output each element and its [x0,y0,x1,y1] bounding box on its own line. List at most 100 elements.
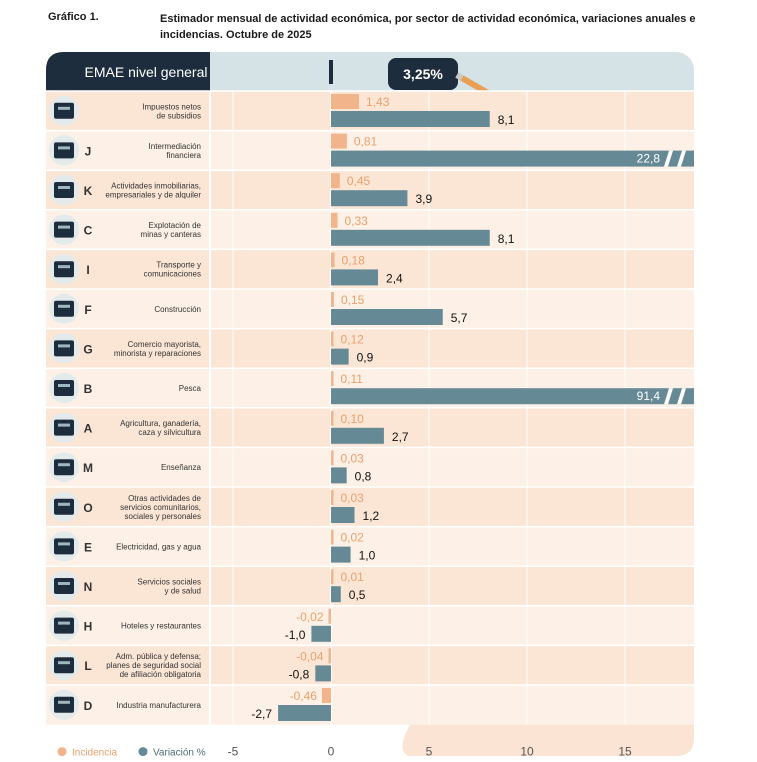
icon-glyph [54,657,74,674]
headline-badge [388,58,458,90]
sector-name: Actividades inmobiliarias, [111,182,201,191]
headline-marker [329,60,333,84]
icon-detail [58,700,70,704]
incidence-bar [331,450,334,466]
fishing-icon [49,373,79,403]
x-tick-label: 5 [426,745,433,759]
sector-name: y de salud [165,587,201,596]
icon-glyph [54,498,74,515]
incidence-bar [331,133,347,149]
icon-glyph [54,419,74,436]
sector-name: empresariales y de alquiler [105,191,201,200]
variation-label: 2,7 [392,430,409,444]
x-tick-label: 0 [328,745,335,759]
legend-label-variacion: Variación % [153,748,206,759]
variation-bar [315,665,331,682]
figure-title: Estimador mensual de actividad económica… [160,13,696,41]
sector-name: Comercio mayorista, [128,340,201,349]
icon-detail [58,542,70,546]
incidence-label: 0,81 [354,135,378,149]
x-tick-label: -5 [228,745,239,759]
incidence-label: 0,18 [342,253,366,267]
icon-glyph [54,538,74,555]
incidence-label: 0,03 [341,451,365,465]
tax-icon [49,95,79,126]
icon-glyph [54,380,74,396]
incidence-label: -0,46 [290,689,318,703]
icon-detail [58,344,70,348]
break-mark [677,388,686,405]
sector-code: N [84,580,93,594]
agriculture-icon [49,412,79,443]
variation-label: 1,0 [359,549,376,563]
x-tick-label: 10 [520,745,534,759]
variation-label: 0,5 [349,588,366,602]
sector-name: sociales y personales [125,512,201,521]
break-mark [664,388,673,405]
sector-name: Adm. pública y defensa; [116,652,201,661]
sector-code: B [84,382,93,396]
incidence-label: 1,43 [366,95,390,109]
sector-name: Pesca [179,384,202,393]
variation-bar [331,586,341,603]
sector-code: O [83,501,92,515]
sector-name: Impuestos netos [142,102,201,111]
icon-detail [58,502,70,506]
sector-name: Otras actividades de [128,494,201,503]
sector-name: comunicaciones [144,270,201,279]
hotel-icon [49,610,79,641]
icon-glyph [54,578,74,594]
incidence-label: 0,02 [341,531,365,545]
incidence-bar [328,648,331,664]
sector-name: Servicios sociales [137,578,201,587]
sector-name: caza y silvicultura [138,428,201,437]
sector-name: minorista y reparaciones [114,349,201,358]
variation-bar [331,229,490,246]
icon-detail [58,225,70,229]
variation-bar [331,507,355,523]
incidence-label: 0,33 [344,214,368,228]
incidence-bar [331,292,334,307]
sector-code: F [84,303,91,317]
icon-glyph [54,102,74,119]
row-band [46,328,694,369]
real-estate-icon [49,175,79,205]
sector-name: Explotación de [149,221,202,230]
incidence-label: 0,03 [341,491,365,505]
variation-bar [331,150,694,167]
transport-icon [49,254,79,285]
legend-area [46,724,410,756]
variation-bar [331,111,490,127]
sector-code: I [86,263,89,277]
variation-bar [311,625,331,642]
pencil-eraser [455,72,464,81]
commerce-icon [49,333,79,364]
variation-bar [331,546,351,563]
incidence-label: 0,15 [341,293,365,307]
header-title-block [46,52,210,91]
figure-number: Gráfico 1. [48,11,99,23]
incidence-label: 0,11 [341,372,364,386]
row-band [46,645,694,685]
community-services-icon [49,491,79,522]
incidence-bar [321,688,331,703]
health-icon [49,571,79,601]
incidence-bar [331,410,334,426]
incidence-bar [331,490,334,505]
icon-detail [58,146,70,150]
sector-code: E [84,540,92,554]
icon-glyph [54,221,74,238]
incidence-bar [328,608,331,624]
sector-name: Industria manufacturera [117,701,202,710]
sector-name: planes de seguridad social [106,661,201,670]
sector-name: Electricidad, gas y agua [116,542,201,551]
mining-icon [49,214,79,245]
government-icon [49,650,79,681]
icon-glyph [54,142,74,159]
education-icon [49,452,79,483]
incidence-bar [331,173,340,189]
sector-name: Hoteles y restaurantes [121,622,201,631]
variation-label: 2,4 [386,271,403,285]
incidence-label: 0,01 [341,570,365,584]
